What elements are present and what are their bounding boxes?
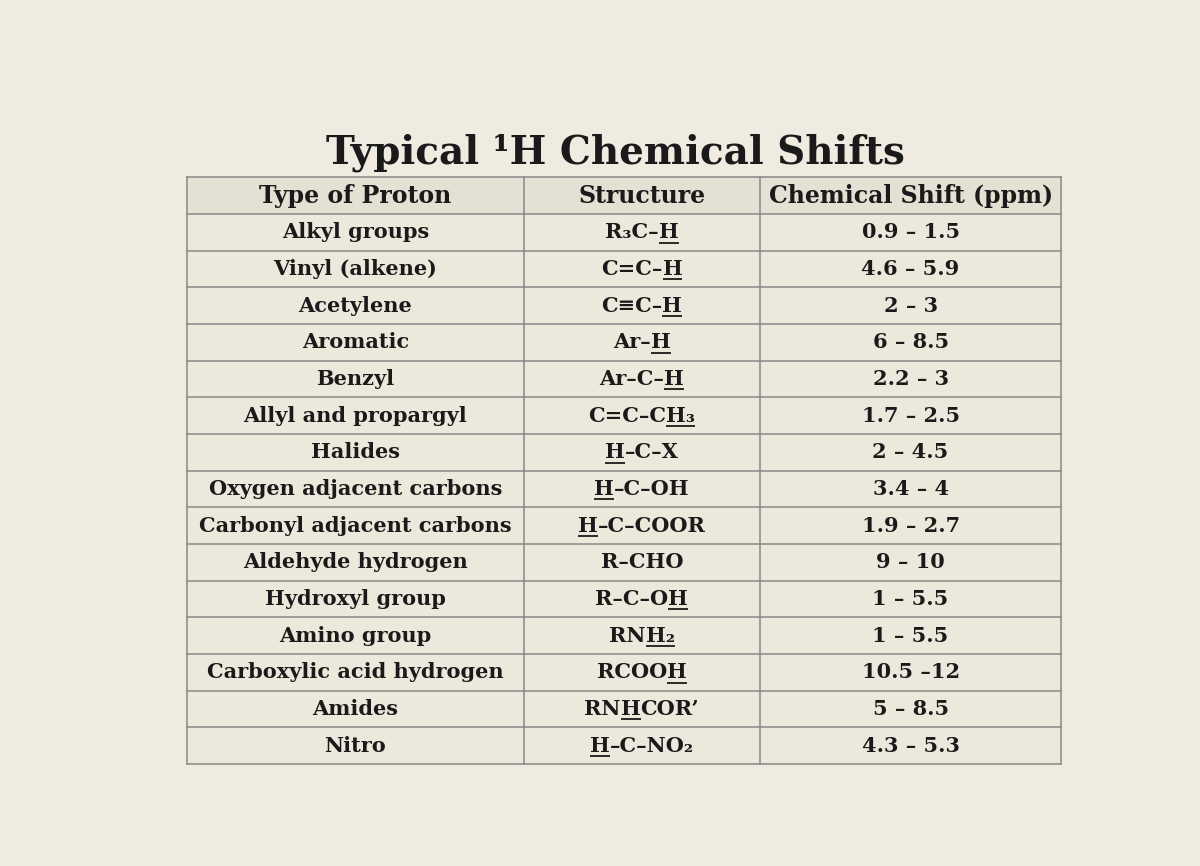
Text: R–C–OH: R–C–OH [595, 589, 689, 609]
Text: H₃: H₃ [666, 405, 695, 426]
Bar [187, 544, 1061, 581]
Text: Aromatic: Aromatic [302, 333, 409, 352]
Text: H: H [650, 333, 671, 352]
Text: H–C–COOR: H–C–COOR [578, 515, 706, 536]
Text: H₂: H₂ [646, 626, 674, 646]
Text: H–C–X: H–C–X [605, 443, 679, 462]
Bar [187, 691, 1061, 727]
Text: H: H [665, 369, 684, 389]
Text: Acetylene: Acetylene [299, 295, 413, 315]
Text: H–C–NO₂: H–C–NO₂ [590, 736, 694, 756]
Text: R–CHO: R–CHO [600, 553, 683, 572]
Text: 2 – 3: 2 – 3 [883, 295, 937, 315]
Text: C=C–C: C=C–C [588, 405, 666, 426]
Bar [187, 617, 1061, 654]
Text: Ar–C–: Ar–C– [600, 369, 665, 389]
Text: R₃C–: R₃C– [605, 223, 659, 242]
Bar [187, 288, 1061, 324]
Text: Oxygen adjacent carbons: Oxygen adjacent carbons [209, 479, 502, 499]
Text: RNHCOR’: RNHCOR’ [584, 699, 700, 719]
Text: Amino group: Amino group [280, 626, 432, 646]
Text: C=C–CH₃: C=C–CH₃ [588, 405, 695, 426]
Bar [187, 250, 1061, 288]
Text: Alkyl groups: Alkyl groups [282, 223, 430, 242]
Text: –C–X: –C–X [625, 443, 679, 462]
Text: 1.7 – 2.5: 1.7 – 2.5 [862, 405, 960, 426]
Text: –C–OH: –C–OH [614, 479, 690, 499]
Text: H: H [662, 259, 683, 279]
Text: H: H [594, 479, 614, 499]
Text: 1 – 5.5: 1 – 5.5 [872, 589, 949, 609]
Text: H: H [590, 736, 610, 756]
Text: Type of Proton: Type of Proton [259, 184, 451, 208]
Text: 9 – 10: 9 – 10 [876, 553, 944, 572]
Text: 2 – 4.5: 2 – 4.5 [872, 443, 949, 462]
Text: H–C–OH: H–C–OH [594, 479, 690, 499]
Text: Vinyl (alkene): Vinyl (alkene) [274, 259, 438, 279]
Text: 10.5 –12: 10.5 –12 [862, 662, 960, 682]
Text: Halides: Halides [311, 443, 400, 462]
Text: 4.6 – 5.9: 4.6 – 5.9 [862, 259, 960, 279]
Text: 3.4 – 4: 3.4 – 4 [872, 479, 949, 499]
Text: Allyl and propargyl: Allyl and propargyl [244, 405, 467, 426]
Text: RCOOH: RCOOH [596, 662, 686, 682]
Text: H: H [659, 223, 678, 242]
Text: H: H [662, 295, 683, 315]
Text: –C–COOR: –C–COOR [598, 515, 706, 536]
Text: RNH₂: RNH₂ [610, 626, 674, 646]
Bar [187, 397, 1061, 434]
Text: Ar–: Ar– [613, 333, 650, 352]
Text: C≡C–H: C≡C–H [601, 295, 683, 315]
Text: Typical ¹H Chemical Shifts: Typical ¹H Chemical Shifts [325, 134, 905, 172]
Text: 2.2 – 3: 2.2 – 3 [872, 369, 949, 389]
Text: Benzyl: Benzyl [317, 369, 395, 389]
Text: H: H [620, 699, 641, 719]
Bar [187, 360, 1061, 397]
Text: 6 – 8.5: 6 – 8.5 [872, 333, 949, 352]
Bar [187, 471, 1061, 507]
Bar [187, 214, 1061, 250]
Text: Carboxylic acid hydrogen: Carboxylic acid hydrogen [208, 662, 504, 682]
Text: H: H [605, 443, 625, 462]
Bar [187, 507, 1061, 544]
Text: –C–NO₂: –C–NO₂ [610, 736, 694, 756]
Text: 5 – 8.5: 5 – 8.5 [872, 699, 949, 719]
Bar [187, 727, 1061, 764]
Text: COR’: COR’ [641, 699, 700, 719]
Text: R₃C–H: R₃C–H [605, 223, 678, 242]
Bar [187, 654, 1061, 691]
Text: H: H [578, 515, 598, 536]
Bar [187, 324, 1061, 360]
Text: C=C–: C=C– [601, 259, 662, 279]
Bar [187, 581, 1061, 617]
Text: R–C–O: R–C–O [595, 589, 668, 609]
Text: H: H [667, 662, 686, 682]
Text: Ar–H: Ar–H [613, 333, 671, 352]
Text: 4.3 – 5.3: 4.3 – 5.3 [862, 736, 960, 756]
Text: C=C–H: C=C–H [601, 259, 683, 279]
Bar [187, 434, 1061, 471]
Text: RN: RN [584, 699, 620, 719]
Text: 1 – 5.5: 1 – 5.5 [872, 626, 949, 646]
Text: H: H [668, 589, 689, 609]
Text: 0.9 – 1.5: 0.9 – 1.5 [862, 223, 960, 242]
Text: Aldehyde hydrogen: Aldehyde hydrogen [244, 553, 468, 572]
Bar [187, 178, 1061, 214]
Text: RCOO: RCOO [596, 662, 667, 682]
Text: 1.9 – 2.7: 1.9 – 2.7 [862, 515, 960, 536]
Text: Chemical Shift (ppm): Chemical Shift (ppm) [768, 184, 1052, 208]
Text: RN: RN [610, 626, 646, 646]
Text: Amides: Amides [312, 699, 398, 719]
Text: Nitro: Nitro [325, 736, 386, 756]
Text: C≡C–: C≡C– [601, 295, 662, 315]
Text: Ar–C–H: Ar–C–H [600, 369, 684, 389]
Text: Hydroxyl group: Hydroxyl group [265, 589, 446, 609]
Text: Carbonyl adjacent carbons: Carbonyl adjacent carbons [199, 515, 511, 536]
Text: Structure: Structure [578, 184, 706, 208]
